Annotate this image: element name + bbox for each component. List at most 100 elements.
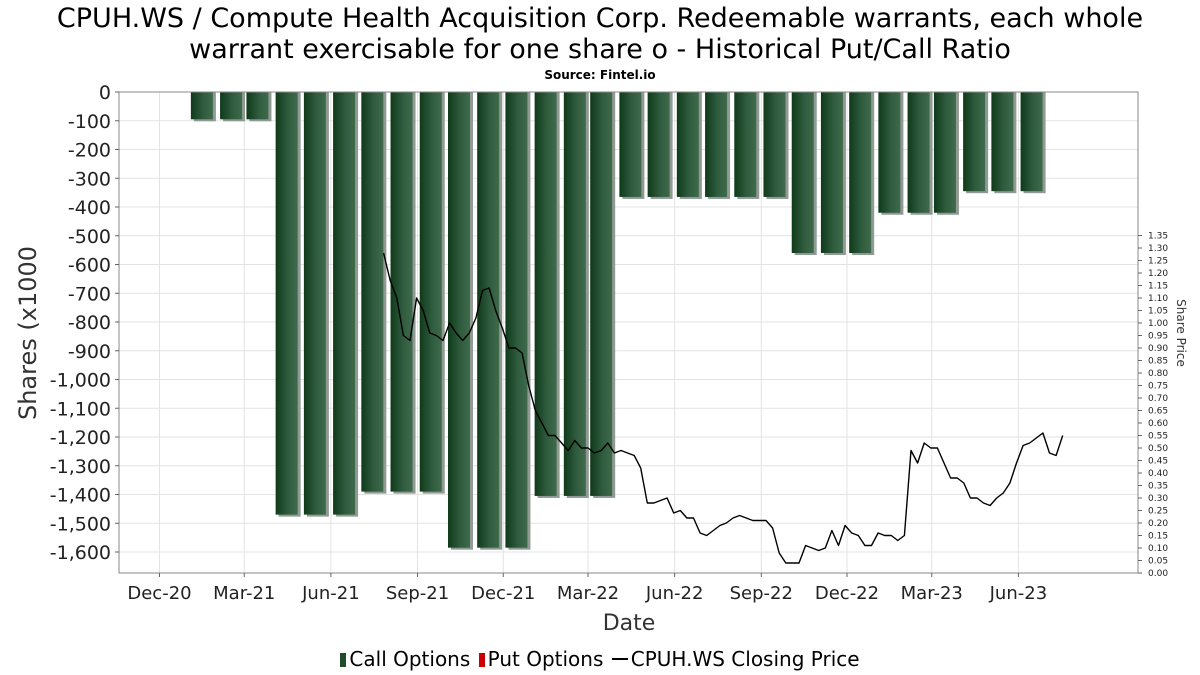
y2-tick-label: 0.70 [1148, 394, 1168, 404]
chart-source: Source: Fintel.io [544, 68, 656, 82]
y-tick-label: -800 [68, 312, 111, 334]
legend-call: Call Options [340, 647, 470, 671]
call-bar [791, 92, 814, 253]
call-bar [419, 92, 442, 492]
x-tick-label: Mar-21 [213, 583, 275, 604]
y2-tick-label: 0.05 [1148, 557, 1168, 567]
call-bar [275, 92, 298, 515]
y2-tick-label: 0.95 [1148, 332, 1168, 342]
legend: Call Options Put Options CPUH.WS Closing… [0, 647, 1200, 671]
chart-title-line-1: CPUH.WS / Compute Health Acquisition Cor… [56, 3, 1144, 34]
x-tick-label: Dec-22 [815, 583, 879, 604]
y2-tick-label: 0.75 [1148, 382, 1168, 392]
call-bar [933, 92, 956, 213]
y2-tick-label: 0.60 [1148, 419, 1168, 429]
y-tick-label: -1,000 [50, 370, 111, 392]
call-bar [361, 92, 384, 492]
x-tick-label: Mar-23 [901, 583, 963, 604]
x-tick-label: Jun-23 [989, 583, 1048, 604]
y-tick-label: -600 [68, 255, 111, 277]
y2-tick-label: 0.80 [1148, 369, 1168, 379]
legend-price: CPUH.WS Closing Price [611, 647, 860, 671]
y-tick-label: -900 [68, 341, 111, 363]
y-tick-label: -1,100 [50, 398, 111, 420]
legend-call-label: Call Options [349, 647, 471, 671]
call-bar [763, 92, 786, 197]
y2-tick-label: 0.90 [1148, 344, 1168, 354]
y2-tick-label: 1.25 [1148, 257, 1168, 267]
legend-price-swatch [611, 658, 628, 660]
x-tick-label: Mar-22 [557, 583, 619, 604]
y2-tick-label: 0.55 [1148, 432, 1168, 442]
y-tick-label: -500 [68, 226, 111, 248]
y2-tick-label: 0.10 [1148, 544, 1168, 554]
y2-tick-label: 1.00 [1148, 319, 1168, 329]
call-bar [619, 92, 642, 197]
y2-tick-label: 0.20 [1148, 519, 1168, 529]
y2-tick-label: 1.35 [1148, 232, 1168, 242]
x-tick-label: Dec-20 [127, 583, 191, 604]
y-axis-label: Shares (x1000 [14, 246, 42, 420]
y2-tick-label: 0.50 [1148, 444, 1168, 454]
call-bar [447, 92, 470, 548]
y2-tick-label: 0.45 [1148, 457, 1168, 467]
call-bar [303, 92, 326, 515]
legend-put-swatch [478, 653, 485, 667]
y2-tick-label: 0.65 [1148, 407, 1168, 417]
x-tick-label: Sep-21 [386, 583, 449, 604]
call-bar [991, 92, 1014, 192]
y2-tick-label: 1.30 [1148, 244, 1168, 254]
call-bar [676, 92, 699, 197]
call-bar [734, 92, 757, 197]
call-bar [333, 92, 356, 515]
y-tick-label: -1,300 [50, 456, 111, 478]
call-bar [505, 92, 528, 548]
y2-tick-label: 0.85 [1148, 357, 1168, 367]
chart-title-line-2: warrant exercisable for one share o - Hi… [189, 34, 1011, 65]
plot-frame [118, 91, 1139, 574]
x-tick-label: Jun-21 [301, 583, 360, 604]
call-bar [390, 92, 413, 492]
x-tick-label: Dec-21 [471, 583, 535, 604]
call-bar [246, 92, 269, 120]
call-bar [590, 92, 613, 496]
call-bar [849, 92, 872, 253]
y-tick-label: 0 [99, 82, 111, 104]
legend-put-label: Put Options [487, 647, 604, 671]
legend-call-swatch [340, 653, 347, 667]
call-bar [820, 92, 843, 253]
call-bar [647, 92, 670, 197]
y-tick-label: -300 [68, 168, 111, 190]
y-tick-label: -1,600 [50, 542, 111, 564]
y2-axis-label: Share Price [1174, 299, 1188, 367]
y2-tick-label: 1.20 [1148, 269, 1168, 279]
y2-tick-label: 0.15 [1148, 532, 1168, 542]
y2-tick-label: 0.00 [1148, 569, 1168, 579]
call-bar [963, 92, 986, 192]
legend-price-label: CPUH.WS Closing Price [630, 647, 860, 671]
x-axis-label: Date [603, 611, 656, 636]
y2-tick-label: 0.25 [1148, 507, 1168, 517]
y-tick-label: -1,400 [50, 485, 111, 507]
y-tick-label: -400 [68, 197, 111, 219]
y2-tick-label: 0.40 [1148, 469, 1168, 479]
call-bar [534, 92, 557, 496]
call-bars [190, 92, 1046, 550]
y2-tick-label: 0.30 [1148, 494, 1168, 504]
y-tick-label: -100 [68, 111, 111, 133]
x-tick-label: Jun-22 [645, 583, 704, 604]
y-tick-label: -1,200 [50, 427, 111, 449]
price-line [382, 252, 1064, 564]
call-bar [705, 92, 728, 197]
y-tick-label: -1,500 [50, 513, 111, 535]
call-bar [907, 92, 930, 213]
y-tick-label: -700 [68, 283, 111, 305]
call-bar [563, 92, 586, 496]
call-bar [1020, 92, 1043, 192]
y2-tick-label: 1.10 [1148, 294, 1168, 304]
legend-put: Put Options [478, 647, 604, 671]
x-tick-label: Sep-22 [730, 583, 793, 604]
y2-tick-label: 1.15 [1148, 282, 1168, 292]
call-bar [190, 92, 213, 120]
